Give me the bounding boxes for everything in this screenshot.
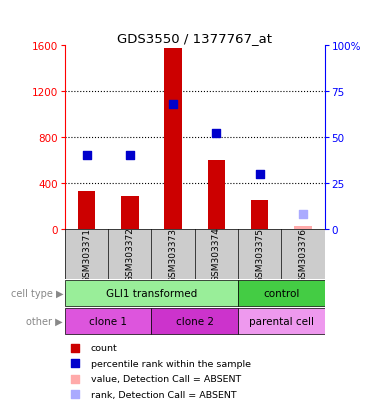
Text: GSM303371: GSM303371 xyxy=(82,227,91,282)
Text: count: count xyxy=(91,344,118,352)
Text: GSM303375: GSM303375 xyxy=(255,227,264,282)
Text: value, Detection Call = ABSENT: value, Detection Call = ABSENT xyxy=(91,375,241,383)
Text: percentile rank within the sample: percentile rank within the sample xyxy=(91,359,251,368)
Text: control: control xyxy=(263,288,299,298)
Bar xyxy=(65,309,151,334)
Point xyxy=(213,131,219,138)
Bar xyxy=(164,49,182,230)
Bar xyxy=(294,226,312,230)
Bar xyxy=(238,309,325,334)
Point xyxy=(72,375,78,382)
Text: clone 2: clone 2 xyxy=(176,316,214,326)
Point xyxy=(72,391,78,398)
Text: rank, Detection Call = ABSENT: rank, Detection Call = ABSENT xyxy=(91,390,237,399)
Bar xyxy=(78,192,95,230)
Point xyxy=(83,153,89,159)
Text: GSM303374: GSM303374 xyxy=(212,227,221,282)
Bar xyxy=(251,201,268,230)
Point xyxy=(72,345,78,351)
Bar xyxy=(208,161,225,230)
Text: clone 1: clone 1 xyxy=(89,316,127,326)
Text: cell type ▶: cell type ▶ xyxy=(10,288,63,298)
Text: parental cell: parental cell xyxy=(249,316,314,326)
Text: GSM303376: GSM303376 xyxy=(299,227,308,282)
Bar xyxy=(151,309,238,334)
Point xyxy=(72,360,78,367)
Text: GSM303372: GSM303372 xyxy=(125,227,134,282)
Bar xyxy=(121,196,138,230)
Point xyxy=(127,153,133,159)
Text: GLI1 transformed: GLI1 transformed xyxy=(106,288,197,298)
Point xyxy=(170,101,176,108)
Point xyxy=(257,171,263,178)
Title: GDS3550 / 1377767_at: GDS3550 / 1377767_at xyxy=(117,32,272,45)
Point xyxy=(300,211,306,218)
Bar xyxy=(65,280,238,306)
Bar xyxy=(238,280,325,306)
Text: other ▶: other ▶ xyxy=(26,316,63,326)
Text: GSM303373: GSM303373 xyxy=(169,227,178,282)
